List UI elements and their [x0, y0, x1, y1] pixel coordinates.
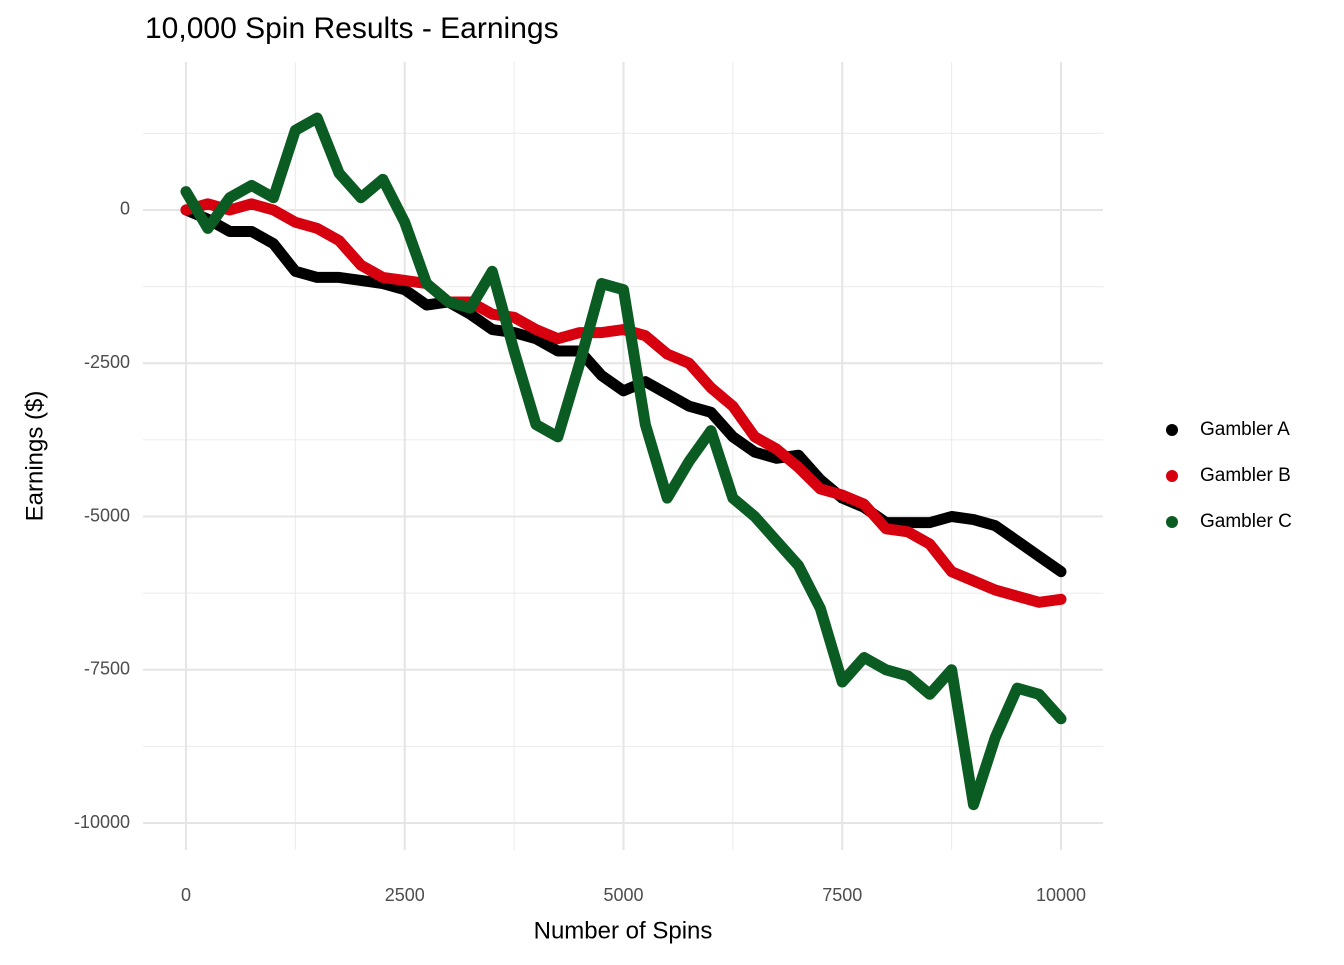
x-tick-label: 5000 [603, 885, 643, 905]
legend-label: Gambler C [1200, 511, 1292, 532]
y-tick-label: -2500 [84, 352, 130, 372]
y-axis-label: Earnings ($) [21, 391, 48, 522]
x-axis-label: Number of Spins [534, 917, 713, 944]
series-line [180, 112, 1067, 811]
y-tick-label: -7500 [84, 659, 130, 679]
legend-marker [1166, 470, 1178, 482]
legend-label: Gambler B [1200, 465, 1291, 486]
legend-marker [1166, 424, 1178, 436]
series-line [180, 204, 1067, 578]
y-tick-label: -5000 [84, 505, 130, 525]
y-tick-label: 0 [120, 199, 130, 219]
x-tick-label: 7500 [822, 885, 862, 905]
chart-title: 10,000 Spin Results - Earnings [145, 12, 559, 45]
x-tick-label: 2500 [385, 885, 425, 905]
series-line [180, 198, 1067, 608]
y-tick-label: -10000 [74, 812, 130, 832]
legend-marker [1166, 516, 1178, 528]
legend-label: Gambler A [1200, 419, 1290, 440]
x-tick-label: 10000 [1036, 885, 1086, 905]
x-tick-label: 0 [181, 885, 191, 905]
